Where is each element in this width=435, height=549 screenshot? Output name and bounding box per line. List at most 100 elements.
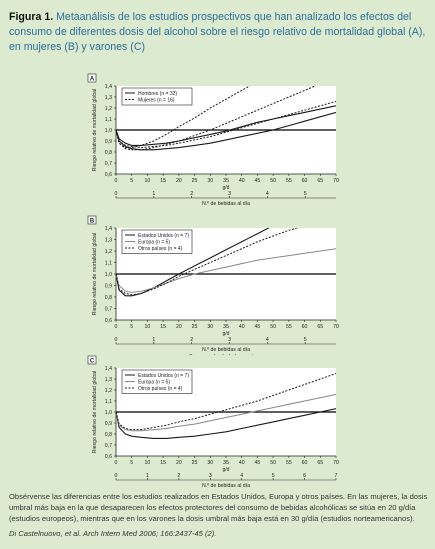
y-axis-title-b: Riesgo relativo de mortalidad global <box>92 233 98 315</box>
chart-c-svg: 0,60,70,80,91,01,11,21,31,40 5 10 15 20 25 30 3… <box>87 355 339 496</box>
series-line-a-1 <box>116 105 336 146</box>
y-tick-label-a: 1,1 <box>105 117 112 123</box>
legend-label-a: Mujeres (n = 16) <box>138 97 175 103</box>
y-tick-label-c: 1,0 <box>105 410 112 416</box>
y-tick-label-b: 1,1 <box>105 261 112 267</box>
y-tick-label-c: 1,4 <box>105 366 112 372</box>
legend-label-b: Estados Unidos (n = 7) <box>138 233 189 239</box>
y-tick-label-b: 1,2 <box>105 249 112 255</box>
y-tick-label-b: 0,8 <box>105 295 112 301</box>
x-tick-label-b: 70 <box>333 324 339 330</box>
x-tick-label-b: 0 <box>115 324 118 330</box>
chart-panel-c: 0,6 0,7 0,8 0,9 1,0 1,1 1,2 1,3 1,4 0 5 10 15 20 25 30 3… <box>0 350 435 496</box>
footnote: Obsérvense las diferencias entre los est… <box>9 492 428 523</box>
y-tick-label-b: 1,3 <box>105 238 112 244</box>
x-tick-label-c: 10 <box>145 460 151 466</box>
x-tick-label-c: 50 <box>270 460 276 466</box>
panel-letter-box-a <box>87 73 97 83</box>
drinks-tick-label-c: 7 <box>335 473 338 479</box>
y-tick-label-b: 0,9 <box>105 284 112 290</box>
x-tick-label-a: 0 <box>115 178 118 184</box>
drinks-tick-label-b: 2 <box>190 337 193 343</box>
drinks-tick-label-b: 0 <box>115 337 118 343</box>
legend-label-c: Estados Unidos (n = 7) <box>138 373 189 379</box>
panel-letter-box-c <box>87 355 97 365</box>
y-tick-label-c: 0,8 <box>105 432 112 438</box>
x-tick-label-a: 70 <box>333 178 339 184</box>
panel-letter-a: A <box>90 77 95 83</box>
series-line-a-0 <box>116 111 336 151</box>
y-tick-label-a: 1,0 <box>105 128 112 134</box>
y-tick-label-b: 1,4 <box>105 226 112 232</box>
x-tick-label-c: 60 <box>302 460 308 466</box>
x-tick-label-b: 65 <box>317 324 323 330</box>
x-tick-label-a: 30 <box>207 178 213 184</box>
x-unit-label-a: g/d <box>223 185 230 191</box>
series-line-a-2 <box>116 100 336 149</box>
y-tick-label-b: 0,6 <box>105 318 112 324</box>
series-line-c-0 <box>116 408 336 439</box>
legend-label-a: Hombres (n = 32) <box>138 91 177 97</box>
y-tick-label-a: 0,8 <box>105 150 112 156</box>
x-tick-label-c: 35 <box>223 460 229 466</box>
y-tick-label-a: 1,3 <box>105 95 112 101</box>
y-tick-label-c: 0,9 <box>105 421 112 427</box>
drinks-tick-label-a: 3 <box>228 191 231 197</box>
series-line-a-4 <box>116 86 251 149</box>
x-tick-label-c: 15 <box>160 460 166 466</box>
chart-panel-b: 0,6 0,7 0,8 0,9 1,0 1,1 1,2 1,3 1,4 0 5 10 15 20 25 30 3… <box>0 210 435 360</box>
y-tick-label-c: 0,6 <box>105 454 112 460</box>
x-unit-label-b: g/d <box>223 331 230 337</box>
x-tick-label-a: 20 <box>176 178 182 184</box>
drinks-tick-label-a: 1 <box>152 191 155 197</box>
y-tick-label-c: 1,2 <box>105 388 112 394</box>
drinks-tick-label-c: 1 <box>146 473 149 479</box>
x-tick-label-c: 0 <box>115 460 118 466</box>
x-axis-title-b: N.º de bebidas al día <box>202 347 250 353</box>
source-citation: Di Castelnuovo, et al. Arch Intern Med 2… <box>9 529 217 538</box>
x-tick-label-c: 55 <box>286 460 292 466</box>
x-tick-label-c: 40 <box>239 460 245 466</box>
x-tick-label-a: 35 <box>223 178 229 184</box>
series-line-b-1 <box>116 248 336 293</box>
x-tick-label-b: 5 <box>130 324 133 330</box>
drinks-tick-label-c: 4 <box>240 473 243 479</box>
legend-label-c: Otros países (n = 4) <box>138 386 183 392</box>
x-tick-label-a: 55 <box>286 178 292 184</box>
figure-caption: Figura 1. Metaanálisis de los estudios p… <box>9 10 429 56</box>
x-tick-label-b: 50 <box>270 324 276 330</box>
x-tick-label-b: 30 <box>207 324 213 330</box>
drinks-tick-label-a: 4 <box>266 191 269 197</box>
y-axis-title-c: Riesgo relativo de mortalidad global <box>92 371 98 453</box>
x-tick-label-c: 70 <box>333 460 339 466</box>
series-line-a-3 <box>116 86 317 151</box>
series-line-b-0 <box>116 228 270 297</box>
chart-panel-a: 0,6 0,7 0,8 0,9 1,0 1,1 1,2 1,3 1,4 0 5 10 15 20 25 30 3… <box>0 68 435 214</box>
x-tick-label-c: 30 <box>207 460 213 466</box>
series-line-c-2 <box>116 373 336 431</box>
x-tick-label-c: 65 <box>317 460 323 466</box>
x-tick-label-a: 45 <box>255 178 261 184</box>
panel-letter-box-b <box>87 215 97 225</box>
x-tick-label-a: 25 <box>192 178 198 184</box>
y-tick-label-a: 1,2 <box>105 106 112 112</box>
series-line-c-1 <box>116 393 336 432</box>
x-axis-title-a: N.º de bebidas al día <box>202 201 250 207</box>
y-tick-label-c: 1,1 <box>105 399 112 405</box>
drinks-tick-label-a: 5 <box>304 191 307 197</box>
drinks-tick-label-a: 0 <box>115 191 118 197</box>
x-tick-label-a: 60 <box>302 178 308 184</box>
y-tick-label-c: 0,7 <box>105 443 112 449</box>
x-tick-label-c: 25 <box>192 460 198 466</box>
drinks-tick-label-b: 5 <box>304 337 307 343</box>
drinks-tick-label-c: 2 <box>177 473 180 479</box>
y-tick-label-c: 1,3 <box>105 377 112 383</box>
chart-b-svg: 0,60,70,80,91,01,11,21,31,40 5 10 15 20 25 30 3… <box>87 215 339 360</box>
legend-label-b: Europa (n = 5) <box>138 239 170 245</box>
x-tick-label-c: 5 <box>130 460 133 466</box>
legend-box-b <box>121 229 193 254</box>
x-tick-label-b: 15 <box>160 324 166 330</box>
x-tick-label-b: 35 <box>223 324 229 330</box>
x-axis-title-c: N.º de bebidas al día <box>202 483 250 489</box>
